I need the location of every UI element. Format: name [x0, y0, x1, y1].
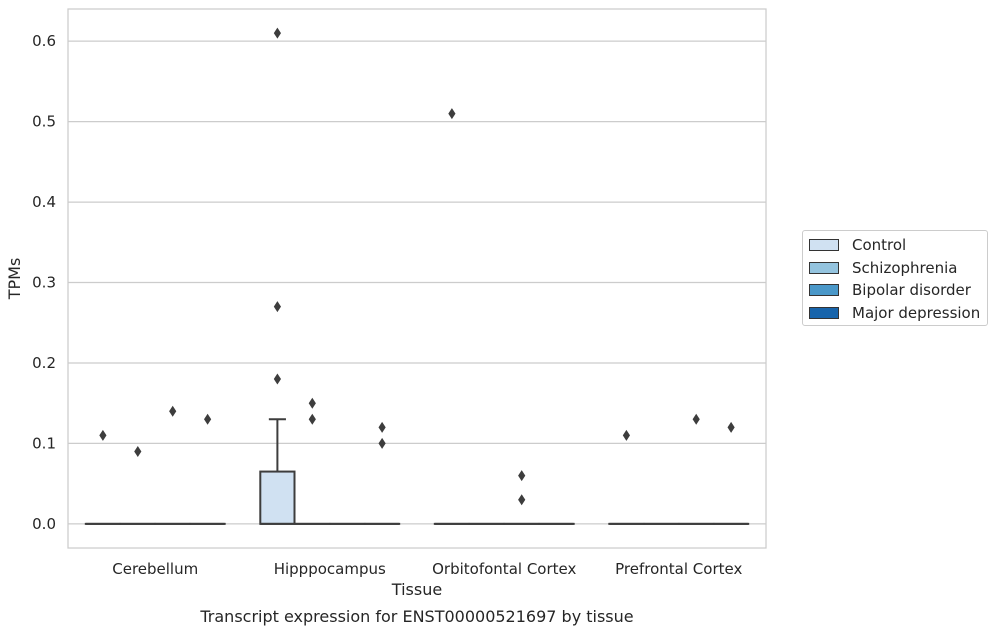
y-tick-label: 0.6	[32, 32, 56, 50]
legend-label-major-depression: Major depression	[852, 304, 980, 322]
x-tick-label: Cerebellum	[112, 560, 198, 578]
y-tick-label: 0.2	[32, 354, 56, 372]
y-tick-labels: 0.0 0.1 0.2 0.3 0.4 0.5 0.6	[32, 32, 56, 533]
y-tick-label: 0.5	[32, 113, 56, 131]
box-body	[260, 472, 294, 524]
legend-swatch-bipolar-disorder	[809, 284, 839, 296]
legend-swatch-major-depression	[809, 307, 839, 319]
y-tick-label: 0.0	[32, 515, 56, 533]
y-axis-label: TPMs	[5, 258, 24, 301]
chart-title: Transcript expression for ENST0000052169…	[199, 607, 633, 626]
x-tick-label: Orbitofontal Cortex	[432, 560, 576, 578]
legend: Control Schizophrenia Bipolar disorder M…	[802, 230, 988, 326]
plot-background	[68, 9, 766, 548]
x-tick-label: Prefrontal Cortex	[615, 560, 742, 578]
legend-swatch-schizophrenia	[809, 262, 839, 274]
legend-label-control: Control	[852, 236, 906, 254]
y-tick-label: 0.3	[32, 274, 56, 292]
y-tick-label: 0.4	[32, 193, 56, 211]
legend-item-bipolar-disorder: Bipolar disorder	[809, 281, 971, 299]
legend-item-control: Control	[809, 236, 906, 254]
x-tick-label: Hipppocampus	[274, 560, 386, 578]
legend-label-bipolar-disorder: Bipolar disorder	[852, 281, 971, 299]
x-tick-labels: Cerebellum Hipppocampus Orbitofontal Corte…	[112, 560, 742, 578]
legend-label-schizophrenia: Schizophrenia	[852, 259, 957, 277]
x-axis-label: Tissue	[391, 580, 442, 599]
legend-item-schizophrenia: Schizophrenia	[809, 259, 957, 277]
legend-swatch-control	[809, 239, 839, 251]
legend-item-major-depression: Major depression	[809, 304, 980, 322]
y-tick-label: 0.1	[32, 434, 56, 452]
